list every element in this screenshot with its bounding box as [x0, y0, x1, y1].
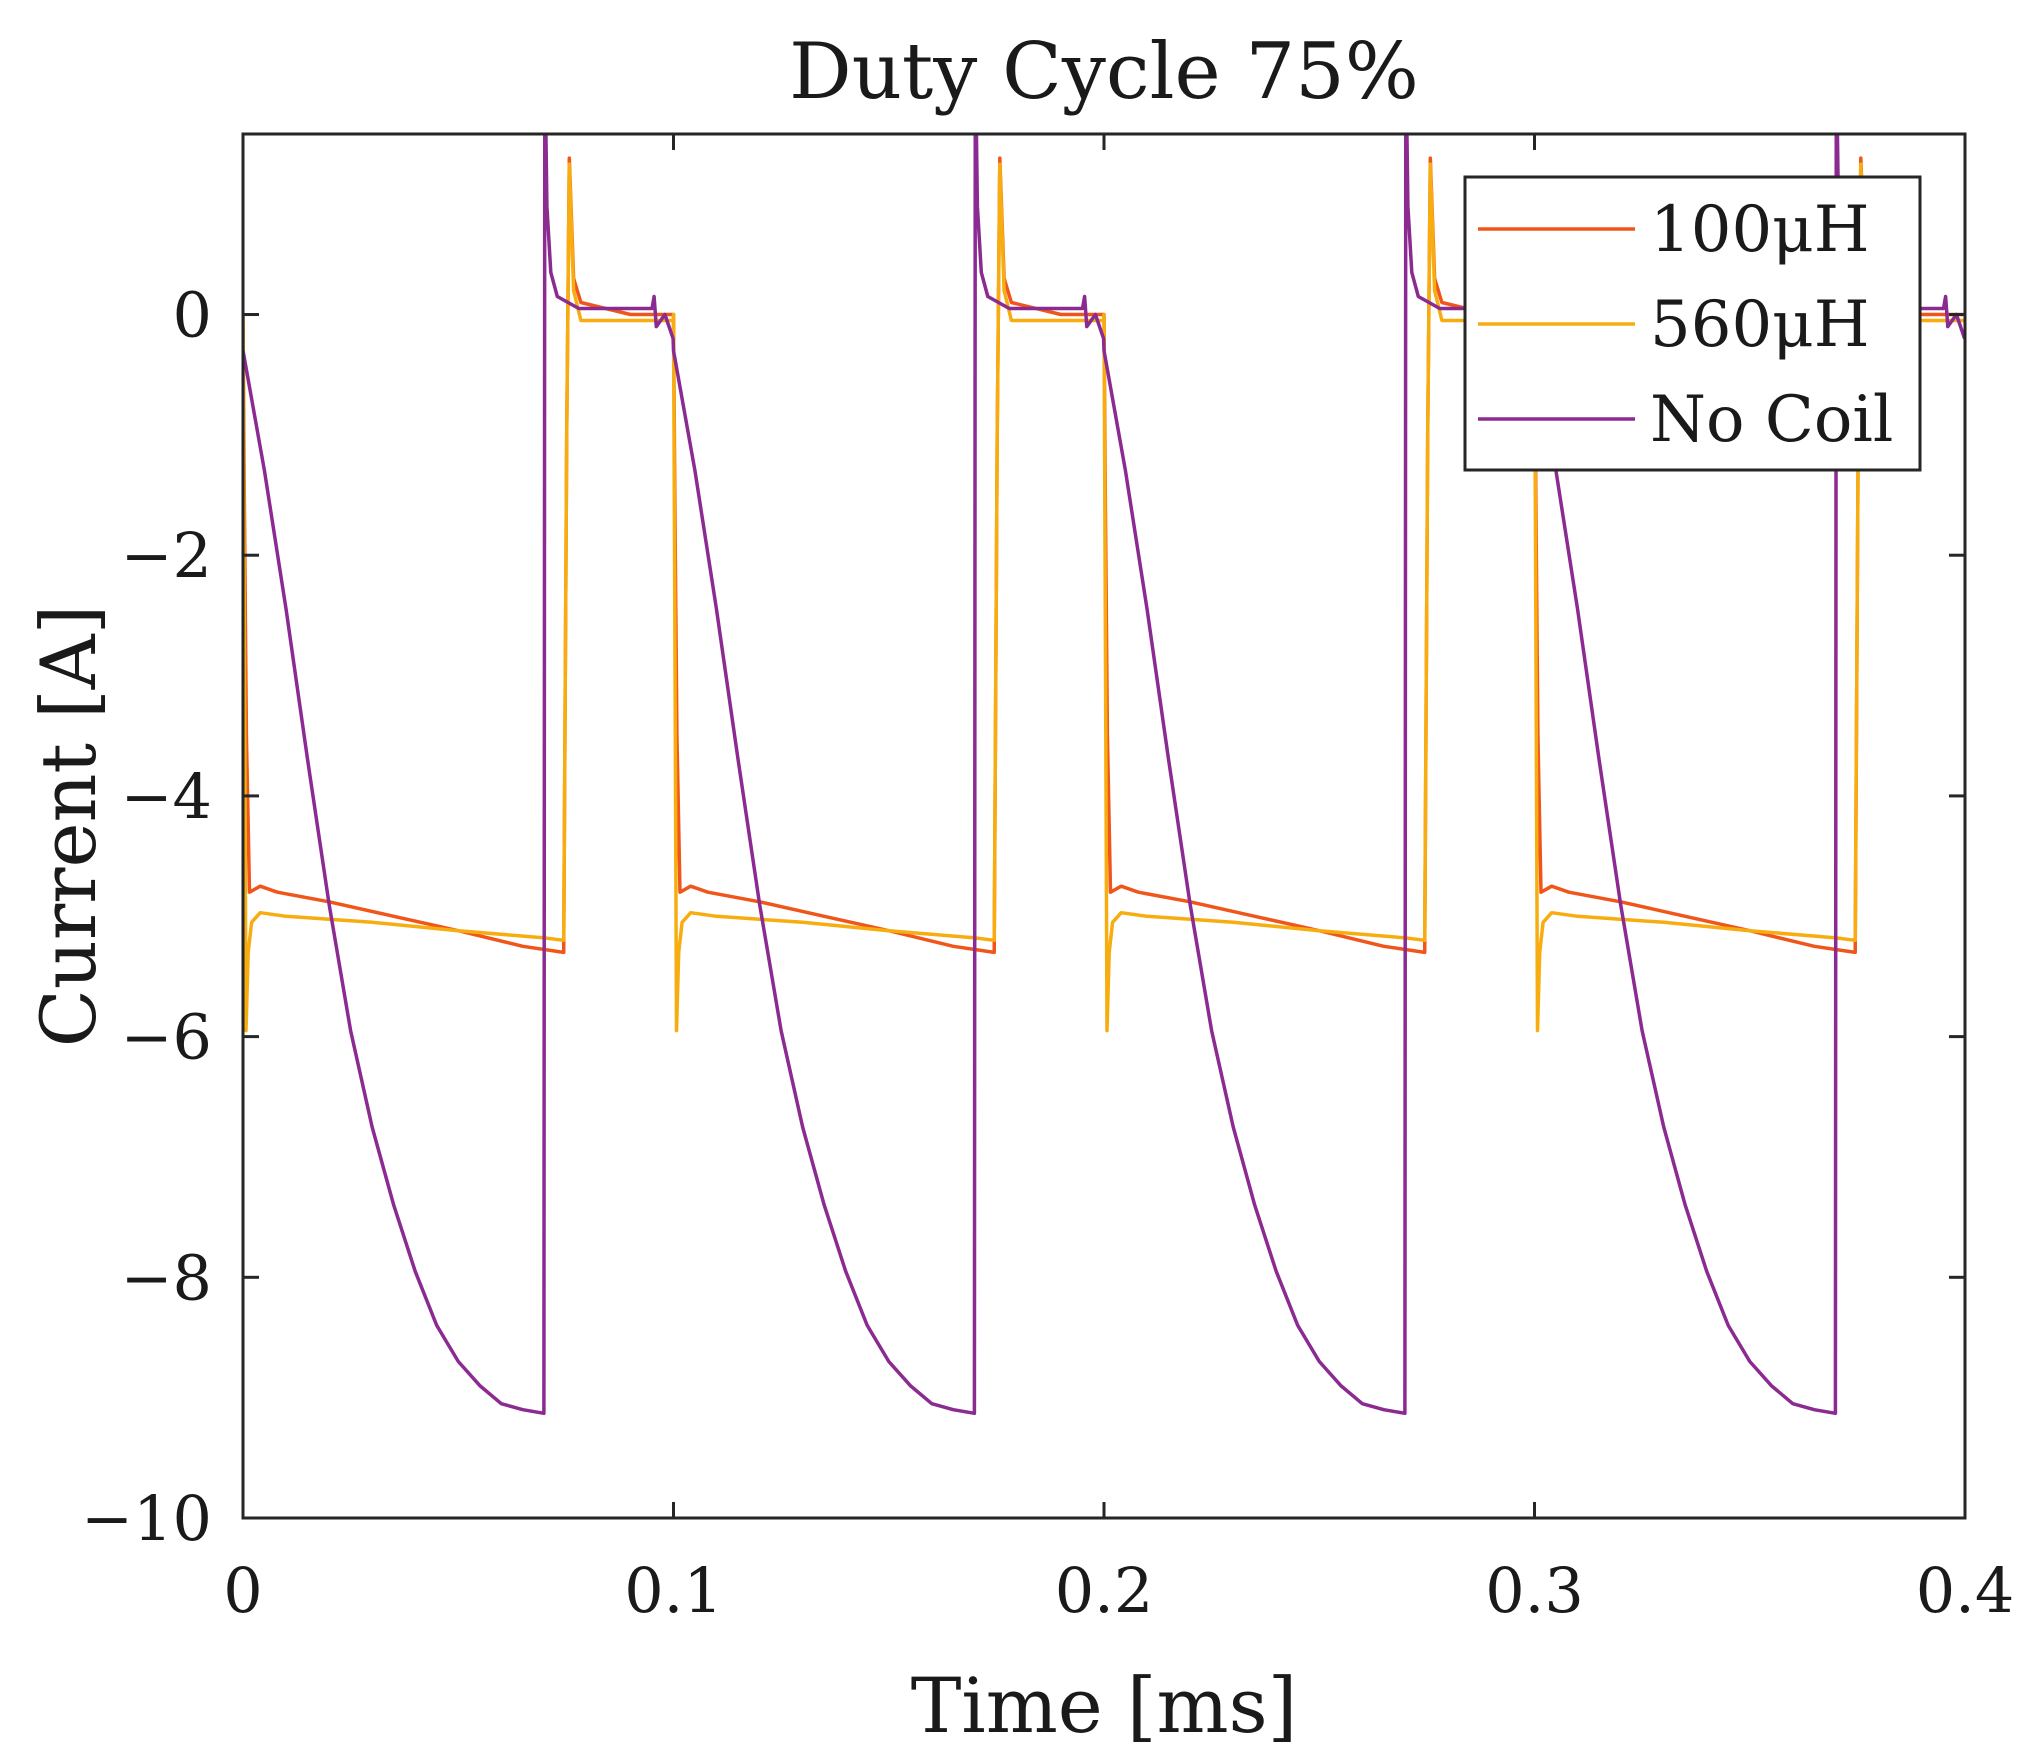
x-axis-label: Time [ms]	[911, 1661, 1298, 1750]
y-tick-label: −4	[121, 760, 212, 833]
ticks-layer	[241, 134, 1967, 1520]
legend-label-0: 100μH	[1650, 193, 1870, 267]
legend-label-2: No Coil	[1650, 383, 1893, 457]
tick-labels: 0 0.1 0.2 0.3 0.4 −10 −8 −6 −4 −2 0	[81, 279, 2014, 1627]
x-tick-label: 0	[223, 1554, 262, 1627]
series-line-2	[243, 134, 1965, 1416]
chart-title: Duty Cycle 75%	[789, 27, 1419, 117]
x-tick-label: 0.1	[624, 1554, 723, 1627]
x-tick-label: 0.2	[1055, 1554, 1154, 1627]
y-tick-label: −8	[121, 1241, 212, 1314]
x-tick-label: 0.4	[1916, 1554, 2015, 1627]
legend-label-1: 560μH	[1650, 288, 1870, 362]
series-layer	[243, 134, 1965, 1416]
y-tick-label: 0	[173, 279, 212, 352]
y-tick-label: −6	[121, 1001, 212, 1074]
y-tick-label: −2	[121, 519, 212, 592]
y-axis-label: Current [A]	[24, 605, 113, 1048]
legend: 100μH 560μH No Coil	[1463, 175, 1922, 472]
series-line-1	[243, 162, 1965, 1033]
y-tick-label: −10	[81, 1482, 212, 1555]
x-tick-label: 0.3	[1485, 1554, 1584, 1627]
